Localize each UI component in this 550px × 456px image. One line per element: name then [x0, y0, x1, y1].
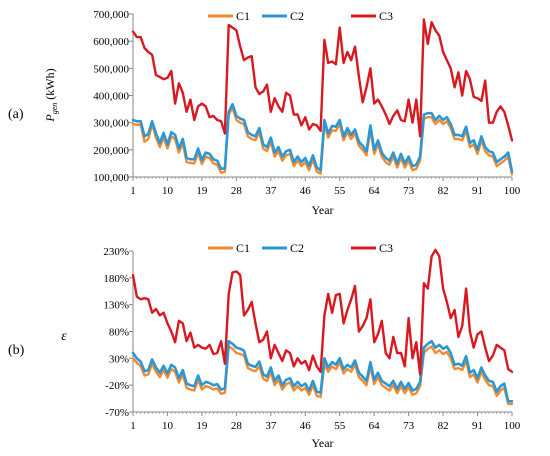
x-tick-label: 37 — [265, 185, 277, 197]
x-tick-label: 91 — [472, 420, 483, 432]
y-tick-label: 500,000 — [93, 63, 129, 75]
x-tick-label: 55 — [334, 420, 346, 432]
x-axis-label: Year — [311, 203, 333, 217]
x-tick-label: 82 — [438, 420, 449, 432]
x-tick-label: 1 — [130, 420, 136, 432]
x-tick-label: 82 — [438, 185, 449, 197]
y-tick-label: 600,000 — [93, 36, 129, 48]
y-tick-label: 400,000 — [93, 91, 129, 103]
legend: C1 C2 C3 — [208, 241, 393, 255]
x-tick-label: 46 — [300, 420, 312, 432]
y-tick-label: 100,000 — [93, 172, 129, 184]
y-tick-label: 80% — [109, 327, 129, 339]
x-tick-label: 73 — [403, 185, 415, 197]
series-line-c3 — [131, 248, 514, 376]
y-axis-label-unit: (kWh) — [43, 68, 57, 102]
x-tick-label: 64 — [369, 420, 381, 432]
legend-label-c1: C1 — [236, 241, 250, 255]
y-tick-label: 180% — [103, 273, 129, 285]
x-tick-label: 10 — [162, 185, 174, 197]
legend-label-c3: C3 — [379, 9, 393, 23]
chart-panel-b: (b) -70% -20% 30% 80% 130% 180% 230% 1 10 19 28 37 46… — [8, 241, 521, 450]
legend-label-c3: C3 — [379, 241, 393, 255]
x-tick-label: 10 — [162, 420, 174, 432]
y-tick-label: 200,000 — [93, 145, 129, 157]
panel-label: (a) — [8, 107, 24, 122]
x-tick-label: 64 — [369, 185, 381, 197]
series-line-c2 — [131, 339, 514, 403]
y-tick-label: -70% — [105, 407, 129, 419]
y-tick-label: 300,000 — [93, 118, 129, 130]
x-tick-label: 46 — [300, 185, 312, 197]
y-tick-label: 130% — [103, 300, 129, 312]
x-tick-label: 100 — [504, 420, 521, 432]
x-tick-label: 28 — [231, 185, 243, 197]
x-axis-label: Year — [311, 436, 333, 450]
y-tick-label: 700,000 — [93, 9, 129, 21]
y-axis-label: ε — [61, 329, 67, 344]
y-tick-label: 30% — [109, 353, 129, 365]
x-tick-label: 1 — [130, 185, 136, 197]
x-tick-label: 100 — [504, 185, 521, 197]
panel-label: (b) — [8, 343, 25, 358]
x-tick-label: 91 — [472, 185, 483, 197]
y-tick-label: 230% — [103, 246, 129, 258]
y-axis-label: Pgen (kWh) — [43, 68, 59, 122]
legend-label-c1: C1 — [236, 9, 250, 23]
y-axis-label-symbol: P — [43, 114, 57, 123]
x-tick-label: 37 — [265, 420, 277, 432]
chart-panel-a: (a) 100,000 200,000 300,000 400,000 500,000 60… — [8, 9, 521, 217]
y-axis-label-subscript: gen — [50, 103, 59, 115]
x-tick-label: 19 — [196, 420, 208, 432]
legend-label-c2: C2 — [290, 9, 304, 23]
x-tick-label: 55 — [334, 185, 346, 197]
x-tick-label: 28 — [231, 420, 243, 432]
x-tick-label: 73 — [403, 420, 415, 432]
x-tick-label: 19 — [196, 185, 208, 197]
series-line-c2 — [131, 102, 514, 173]
legend: C1 C2 C3 — [208, 9, 393, 23]
y-tick-label: -20% — [105, 380, 129, 392]
series-line-c3 — [131, 18, 514, 142]
legend-label-c2: C2 — [290, 241, 304, 255]
